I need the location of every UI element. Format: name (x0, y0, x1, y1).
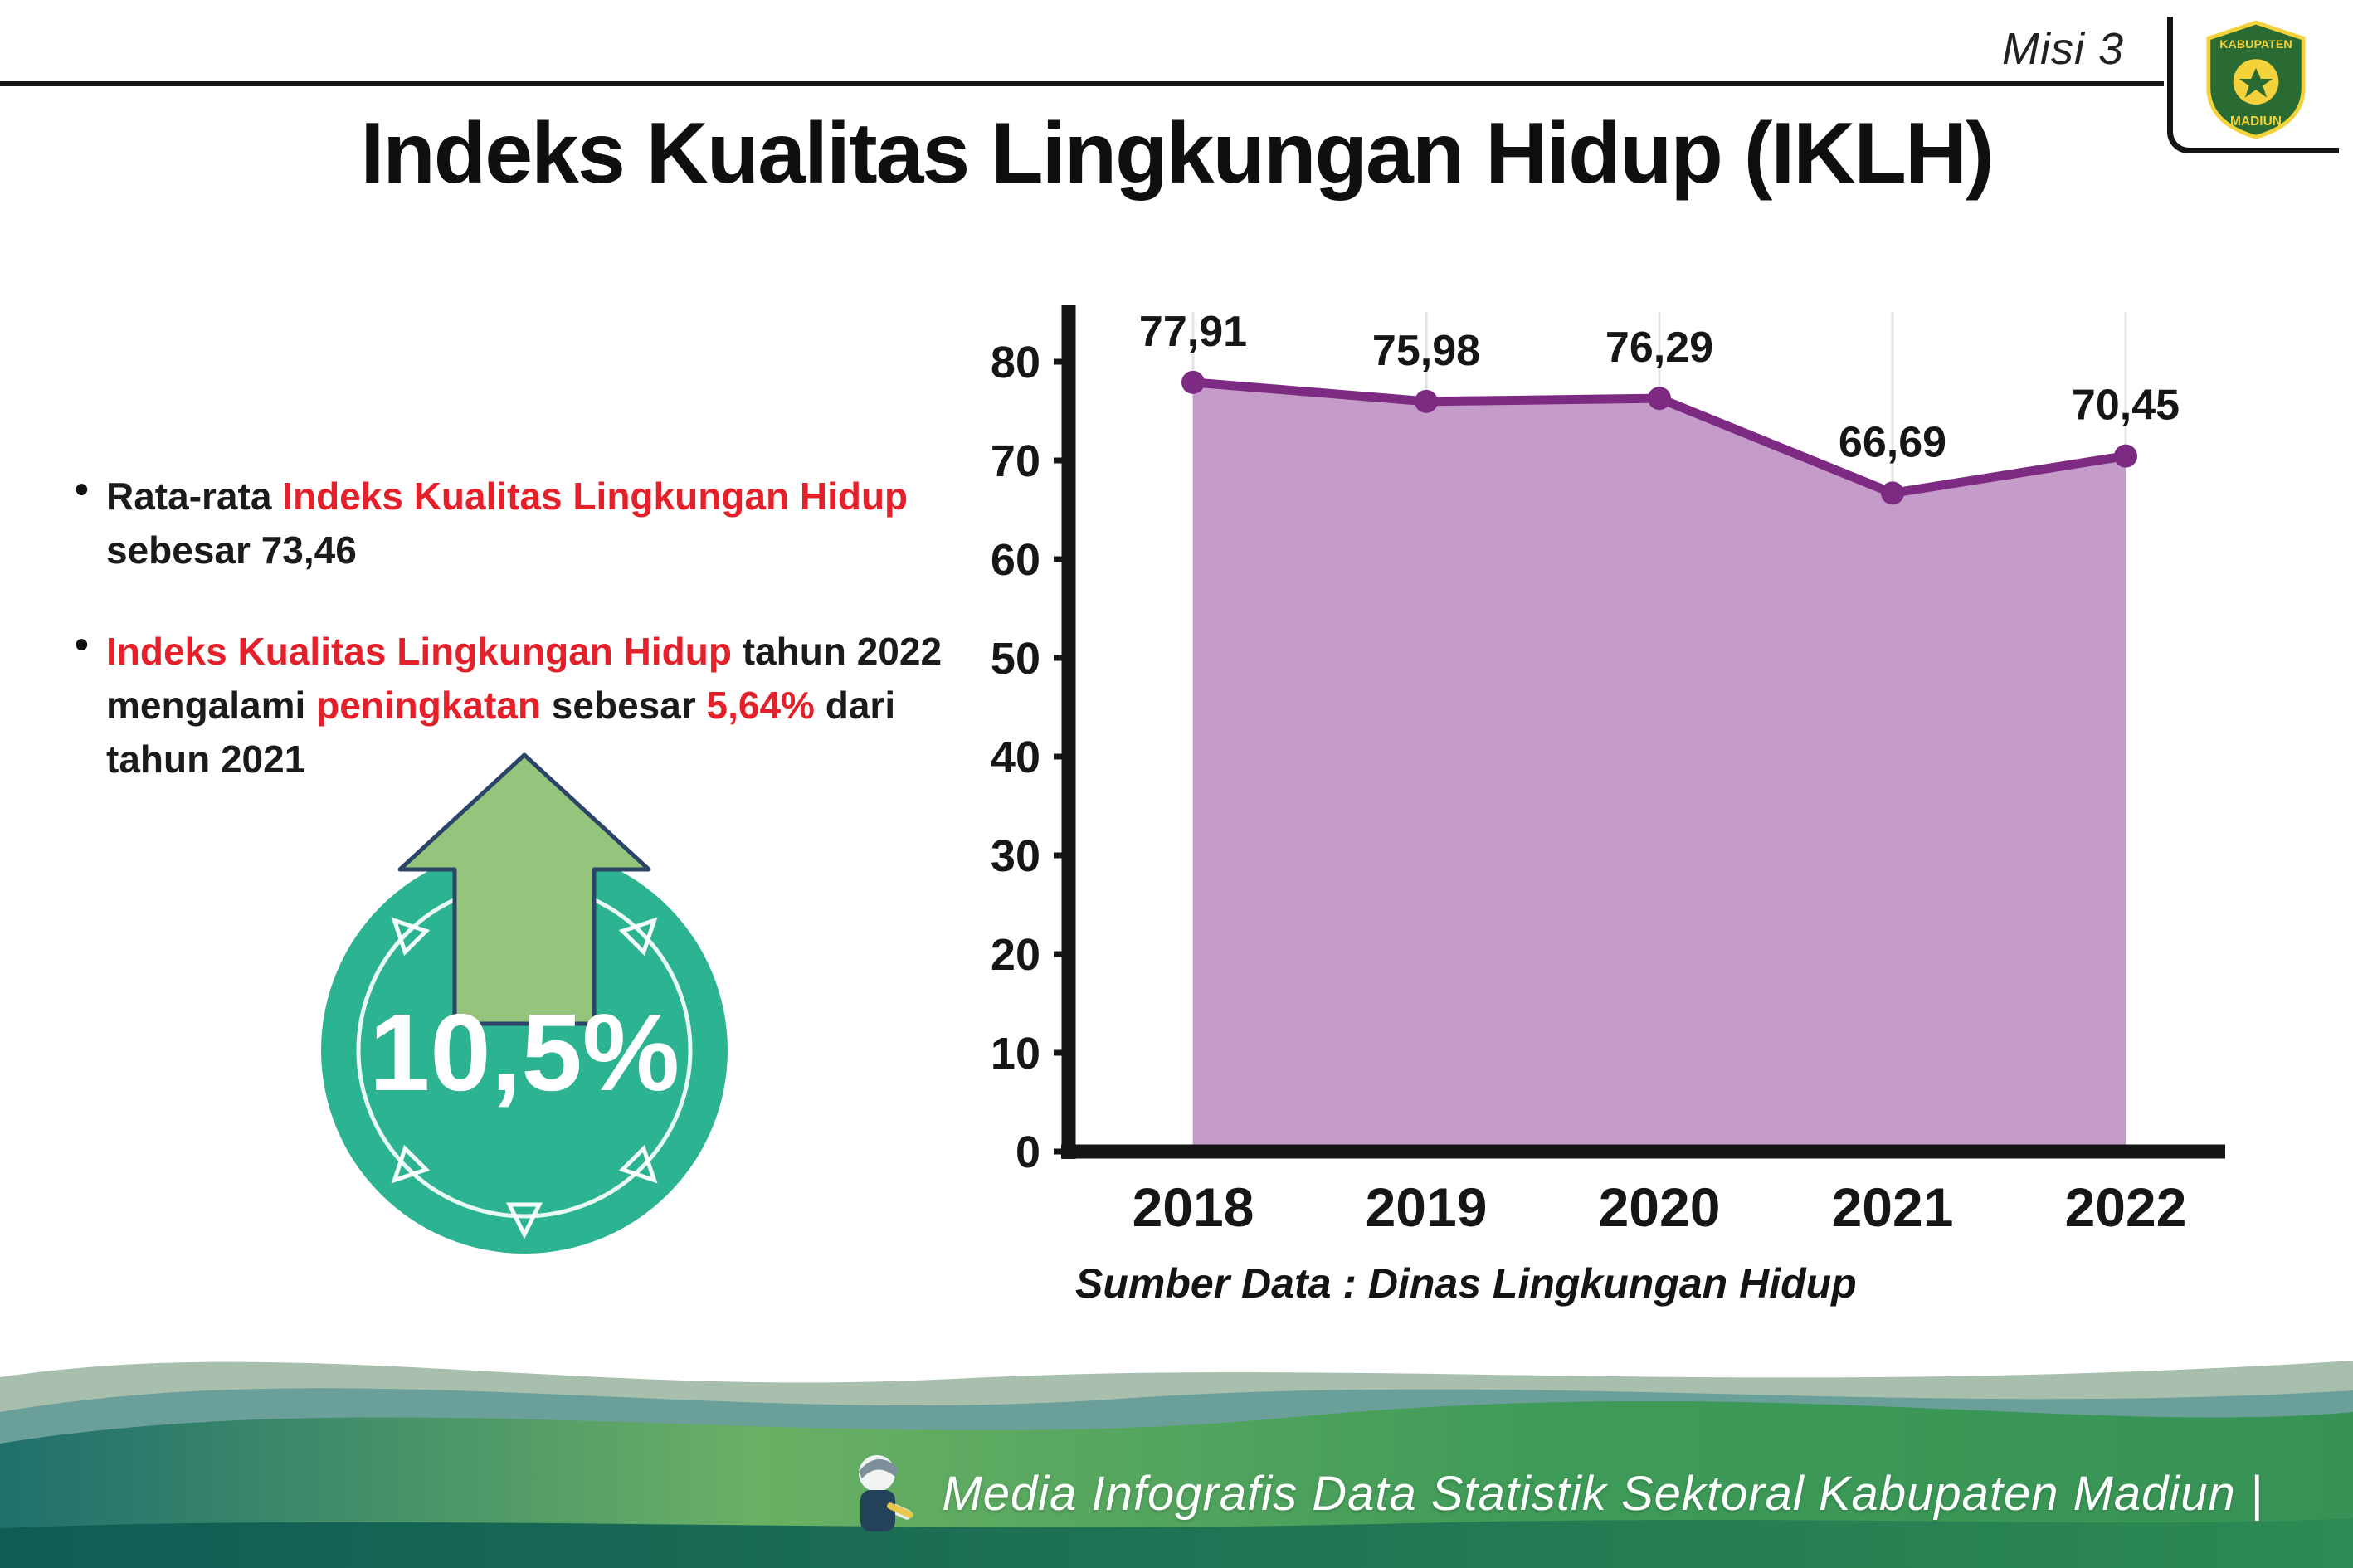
footer-credit-text: Media Infografis Data Statistik Sektoral… (942, 1466, 2263, 1521)
page-title: Indeks Kualitas Lingkungan Hidup (IKLH) (360, 105, 1994, 202)
svg-text:50: 50 (991, 634, 1040, 684)
svg-text:2018: 2018 (1133, 1176, 1254, 1238)
svg-text:77,91: 77,91 (1139, 308, 1247, 356)
text-segment-red: Indeks Kualitas Lingkungan Hidup (282, 475, 909, 518)
svg-text:76,29: 76,29 (1605, 324, 1713, 372)
kabupaten-madiun-logo: KABUPATEN MADIUN (2167, 17, 2339, 153)
footer-wave-decoration (0, 1361, 2353, 1568)
svg-text:0: 0 (1016, 1127, 1040, 1177)
text-segment: tahun 2021 (106, 738, 306, 782)
text-segment: dari (814, 683, 896, 727)
insight-line: mengalami peningkatan sebesar 5,64% dari (106, 679, 1045, 733)
text-segment: sebesar 73,46 (106, 528, 357, 572)
bullet-marker: • (75, 468, 89, 512)
text-segment-red: Indeks Kualitas Lingkungan Hidup (106, 629, 732, 673)
header-rule (0, 81, 2164, 86)
increase-badge: 10,5% (321, 752, 728, 1254)
svg-text:30: 30 (991, 831, 1040, 881)
shield-logo-icon: KABUPATEN MADIUN (2206, 20, 2306, 139)
insights-panel: • Rata-rata Indeks Kualitas Lingkungan H… (75, 468, 1045, 834)
text-segment: Rata-rata (106, 475, 283, 518)
chart-source-note: Sumber Data : Dinas Lingkungan Hidup (1075, 1260, 1857, 1307)
text-segment: sebesar (541, 683, 707, 727)
text-segment-red: 5,64% (706, 683, 815, 727)
badge-value: 10,5% (369, 991, 680, 1113)
text-segment: mengalami (106, 683, 317, 727)
insight-line: sebesar 73,46 (106, 523, 1045, 577)
logo-bottom-text: MADIUN (2230, 114, 2282, 129)
text-segment-red: peningkatan (316, 683, 542, 727)
svg-text:2019: 2019 (1366, 1176, 1488, 1238)
insight-line: Indeks Kualitas Lingkungan Hidup tahun 2… (106, 625, 1045, 679)
up-arrow-icon (397, 752, 651, 1026)
svg-text:75,98: 75,98 (1372, 327, 1480, 375)
badge-circle (321, 847, 728, 1254)
footer-credit: Media Infografis Data Statistik Sektoral… (839, 1444, 2263, 1543)
svg-text:2021: 2021 (1832, 1176, 1954, 1238)
svg-text:70,45: 70,45 (2072, 382, 2180, 430)
svg-text:10: 10 (991, 1029, 1040, 1079)
insight-bullet-increase: • Indeks Kualitas Lingkungan Hidup tahun… (75, 622, 1045, 787)
svg-text:2020: 2020 (1599, 1176, 1721, 1238)
svg-text:66,69: 66,69 (1839, 418, 1946, 466)
svg-text:70: 70 (991, 436, 1040, 486)
svg-text:40: 40 (991, 733, 1040, 782)
iklh-area-chart: 0 10 20 30 40 50 60 70 80 2018 2019 2020 2021 2022 77,… (944, 297, 2239, 1293)
area-chart-canvas: 0 10 20 30 40 50 60 70 80 2018 2019 2020 2021 2022 77,… (991, 305, 2225, 1238)
misi-label: Misi 3 (2001, 24, 2124, 74)
svg-text:20: 20 (991, 930, 1040, 980)
insight-bullet-average: • Rata-rata Indeks Kualitas Lingkungan H… (75, 468, 1045, 578)
ring-triangle-icons (391, 917, 658, 1239)
logo-top-text: KABUPATEN (2219, 38, 2292, 51)
text-segment: tahun 2022 (731, 629, 943, 673)
svg-text:80: 80 (991, 338, 1040, 387)
mascot-icon (859, 1455, 914, 1531)
svg-text:60: 60 (991, 535, 1040, 585)
bullet-marker: • (75, 622, 89, 667)
insight-line: tahun 2021 (106, 733, 1045, 786)
svg-text:2022: 2022 (2065, 1176, 2187, 1238)
insight-line: Rata-rata Indeks Kualitas Lingkungan Hid… (106, 470, 1045, 523)
